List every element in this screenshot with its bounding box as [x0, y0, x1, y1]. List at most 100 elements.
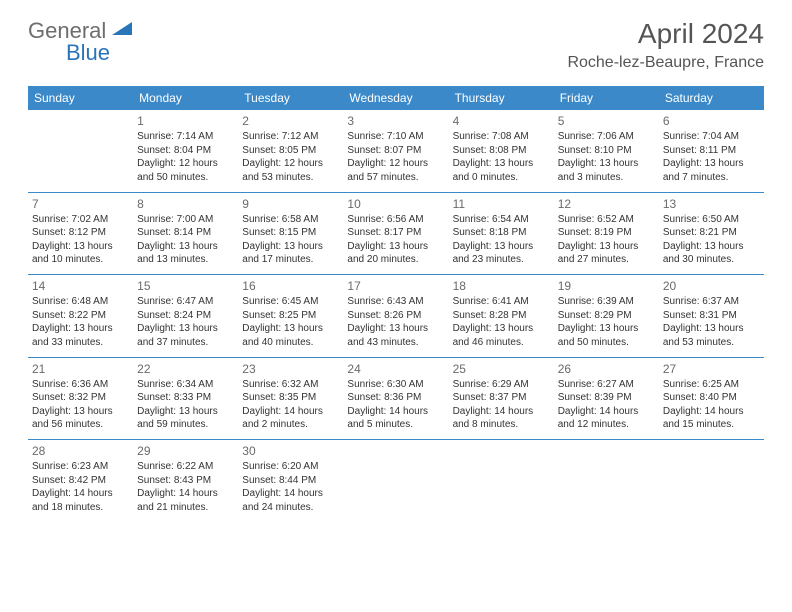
calendar-cell: 30Sunrise: 6:20 AMSunset: 8:44 PMDayligh… — [238, 440, 343, 522]
daylight1-text: Daylight: 13 hours — [453, 322, 550, 336]
daylight2-text: and 12 minutes. — [558, 418, 655, 432]
sunset-text: Sunset: 8:08 PM — [453, 144, 550, 158]
header: General Blue April 2024 Roche-lez-Beaupr… — [0, 0, 792, 80]
calendar-cell: 2Sunrise: 7:12 AMSunset: 8:05 PMDaylight… — [238, 110, 343, 192]
daylight2-text: and 50 minutes. — [137, 171, 234, 185]
sunset-text: Sunset: 8:05 PM — [242, 144, 339, 158]
daylight1-text: Daylight: 13 hours — [663, 240, 760, 254]
day-number: 10 — [347, 196, 444, 212]
sunrise-text: Sunrise: 6:25 AM — [663, 378, 760, 392]
calendar-cell: 16Sunrise: 6:45 AMSunset: 8:25 PMDayligh… — [238, 275, 343, 357]
day-number: 7 — [32, 196, 129, 212]
sunset-text: Sunset: 8:40 PM — [663, 391, 760, 405]
sunset-text: Sunset: 8:17 PM — [347, 226, 444, 240]
sunrise-text: Sunrise: 6:50 AM — [663, 213, 760, 227]
day-number: 17 — [347, 278, 444, 294]
sunset-text: Sunset: 8:25 PM — [242, 309, 339, 323]
day-number: 16 — [242, 278, 339, 294]
daylight1-text: Daylight: 13 hours — [663, 322, 760, 336]
logo-text-blue: Blue — [66, 40, 110, 66]
daylight1-text: Daylight: 14 hours — [558, 405, 655, 419]
col-monday: Monday — [133, 86, 238, 110]
day-number: 28 — [32, 443, 129, 459]
daylight2-text: and 59 minutes. — [137, 418, 234, 432]
daylight1-text: Daylight: 13 hours — [32, 322, 129, 336]
day-number: 23 — [242, 361, 339, 377]
sunrise-text: Sunrise: 6:34 AM — [137, 378, 234, 392]
sunrise-text: Sunrise: 6:37 AM — [663, 295, 760, 309]
daylight1-text: Daylight: 13 hours — [558, 157, 655, 171]
calendar-cell: 17Sunrise: 6:43 AMSunset: 8:26 PMDayligh… — [343, 275, 448, 357]
day-number: 5 — [558, 113, 655, 129]
calendar-week-row: 14Sunrise: 6:48 AMSunset: 8:22 PMDayligh… — [28, 275, 764, 357]
daylight2-text: and 3 minutes. — [558, 171, 655, 185]
daylight2-text: and 33 minutes. — [32, 336, 129, 350]
daylight2-text: and 8 minutes. — [453, 418, 550, 432]
calendar-cell — [554, 440, 659, 522]
day-number: 3 — [347, 113, 444, 129]
calendar-cell — [449, 440, 554, 522]
calendar-cell: 14Sunrise: 6:48 AMSunset: 8:22 PMDayligh… — [28, 275, 133, 357]
day-number: 4 — [453, 113, 550, 129]
daylight1-text: Daylight: 13 hours — [558, 322, 655, 336]
day-number: 8 — [137, 196, 234, 212]
sunset-text: Sunset: 8:12 PM — [32, 226, 129, 240]
day-number: 26 — [558, 361, 655, 377]
daylight1-text: Daylight: 14 hours — [242, 405, 339, 419]
day-number: 1 — [137, 113, 234, 129]
col-saturday: Saturday — [659, 86, 764, 110]
col-wednesday: Wednesday — [343, 86, 448, 110]
calendar-cell: 21Sunrise: 6:36 AMSunset: 8:32 PMDayligh… — [28, 358, 133, 440]
daylight1-text: Daylight: 13 hours — [32, 240, 129, 254]
daylight1-text: Daylight: 12 hours — [137, 157, 234, 171]
sunrise-text: Sunrise: 6:20 AM — [242, 460, 339, 474]
sunset-text: Sunset: 8:07 PM — [347, 144, 444, 158]
sunset-text: Sunset: 8:32 PM — [32, 391, 129, 405]
daylight1-text: Daylight: 13 hours — [347, 322, 444, 336]
day-number: 21 — [32, 361, 129, 377]
calendar-cell: 1Sunrise: 7:14 AMSunset: 8:04 PMDaylight… — [133, 110, 238, 192]
daylight1-text: Daylight: 13 hours — [137, 240, 234, 254]
sunrise-text: Sunrise: 7:04 AM — [663, 130, 760, 144]
calendar-cell — [28, 110, 133, 192]
calendar-week-row: 28Sunrise: 6:23 AMSunset: 8:42 PMDayligh… — [28, 440, 764, 522]
daylight2-text: and 53 minutes. — [663, 336, 760, 350]
daylight2-text: and 17 minutes. — [242, 253, 339, 267]
sunset-text: Sunset: 8:37 PM — [453, 391, 550, 405]
calendar-cell: 24Sunrise: 6:30 AMSunset: 8:36 PMDayligh… — [343, 358, 448, 440]
sunset-text: Sunset: 8:26 PM — [347, 309, 444, 323]
day-number: 14 — [32, 278, 129, 294]
calendar-cell: 8Sunrise: 7:00 AMSunset: 8:14 PMDaylight… — [133, 193, 238, 275]
daylight1-text: Daylight: 14 hours — [453, 405, 550, 419]
sunset-text: Sunset: 8:28 PM — [453, 309, 550, 323]
daylight1-text: Daylight: 13 hours — [242, 322, 339, 336]
sunrise-text: Sunrise: 6:47 AM — [137, 295, 234, 309]
sunrise-text: Sunrise: 6:36 AM — [32, 378, 129, 392]
daylight2-text: and 15 minutes. — [663, 418, 760, 432]
daylight2-text: and 2 minutes. — [242, 418, 339, 432]
sunset-text: Sunset: 8:15 PM — [242, 226, 339, 240]
daylight2-text: and 56 minutes. — [32, 418, 129, 432]
daylight1-text: Daylight: 13 hours — [347, 240, 444, 254]
day-number: 24 — [347, 361, 444, 377]
daylight2-text: and 30 minutes. — [663, 253, 760, 267]
daylight1-text: Daylight: 14 hours — [32, 487, 129, 501]
daylight2-text: and 24 minutes. — [242, 501, 339, 515]
sunrise-text: Sunrise: 7:02 AM — [32, 213, 129, 227]
daylight2-text: and 13 minutes. — [137, 253, 234, 267]
daylight2-text: and 10 minutes. — [32, 253, 129, 267]
sunset-text: Sunset: 8:14 PM — [137, 226, 234, 240]
daylight2-text: and 57 minutes. — [347, 171, 444, 185]
daylight2-text: and 21 minutes. — [137, 501, 234, 515]
day-number: 29 — [137, 443, 234, 459]
sunrise-text: Sunrise: 6:56 AM — [347, 213, 444, 227]
sunrise-text: Sunrise: 6:30 AM — [347, 378, 444, 392]
calendar-cell: 15Sunrise: 6:47 AMSunset: 8:24 PMDayligh… — [133, 275, 238, 357]
daylight2-text: and 46 minutes. — [453, 336, 550, 350]
calendar-cell: 22Sunrise: 6:34 AMSunset: 8:33 PMDayligh… — [133, 358, 238, 440]
sunrise-text: Sunrise: 7:10 AM — [347, 130, 444, 144]
sunset-text: Sunset: 8:04 PM — [137, 144, 234, 158]
calendar-cell: 11Sunrise: 6:54 AMSunset: 8:18 PMDayligh… — [449, 193, 554, 275]
daylight2-text: and 50 minutes. — [558, 336, 655, 350]
daylight1-text: Daylight: 13 hours — [242, 240, 339, 254]
